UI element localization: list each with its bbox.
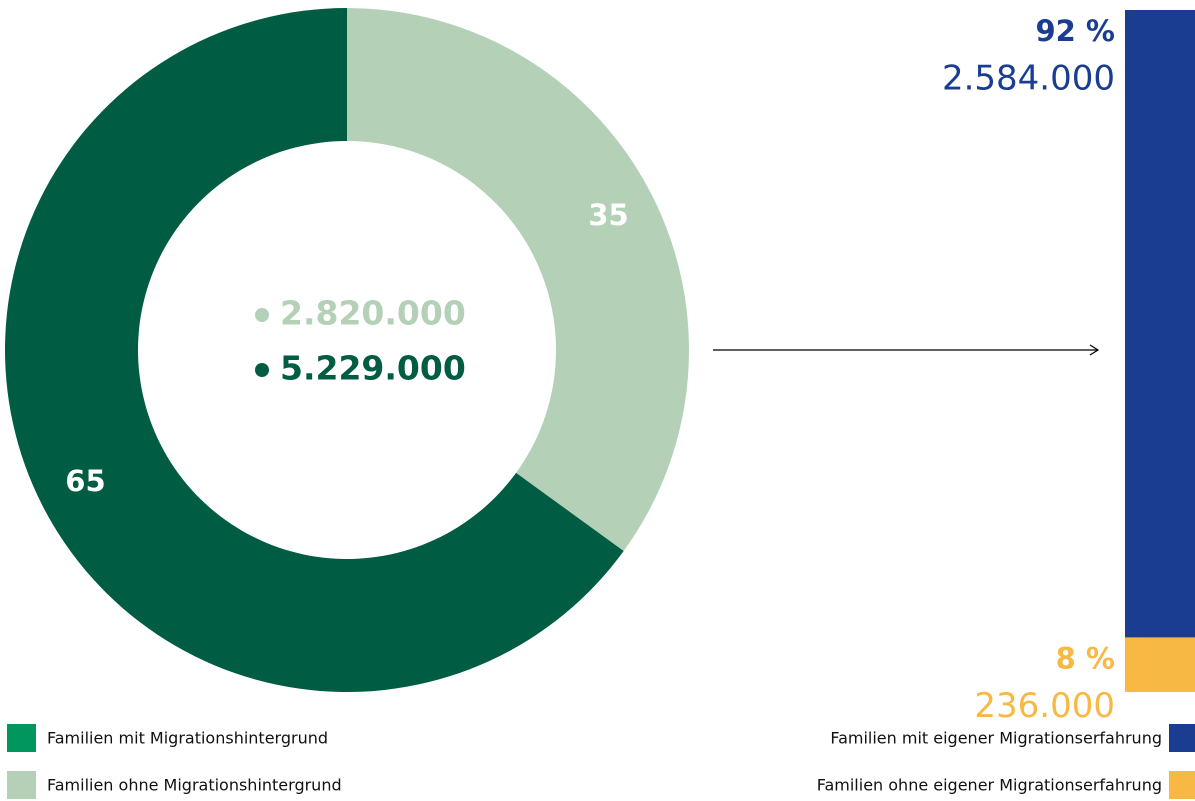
legend-label: Familien mit Migrationshintergrund — [47, 729, 328, 748]
donut-slice — [347, 8, 690, 552]
legend-swatch — [7, 724, 36, 752]
legend-swatch — [1169, 724, 1195, 752]
center-dot — [255, 363, 269, 377]
legend-swatch — [1169, 771, 1195, 799]
bar-segment — [1125, 637, 1195, 692]
legend-label: Familien mit eigener Migrationserfahrung — [830, 729, 1162, 748]
legend-label: Familien ohne Migrationshintergrund — [47, 776, 342, 795]
count-label: 2.584.000 — [942, 59, 1115, 99]
count-label: 236.000 — [974, 686, 1115, 726]
legend-label: Familien ohne eigener Migrationserfahrun… — [817, 776, 1162, 795]
donut-slice — [5, 8, 624, 692]
percent-label: 92 % — [1035, 14, 1115, 48]
center-total: 2.820.000 — [280, 294, 466, 333]
slice-label: 35 — [588, 198, 628, 232]
slice-label: 65 — [65, 464, 105, 498]
legend-swatch — [7, 771, 36, 799]
arrow-head — [1089, 344, 1100, 356]
bar-segment — [1125, 10, 1195, 638]
center-dot — [255, 308, 269, 322]
percent-label: 8 % — [1056, 641, 1115, 675]
center-total: 5.229.000 — [280, 349, 466, 388]
